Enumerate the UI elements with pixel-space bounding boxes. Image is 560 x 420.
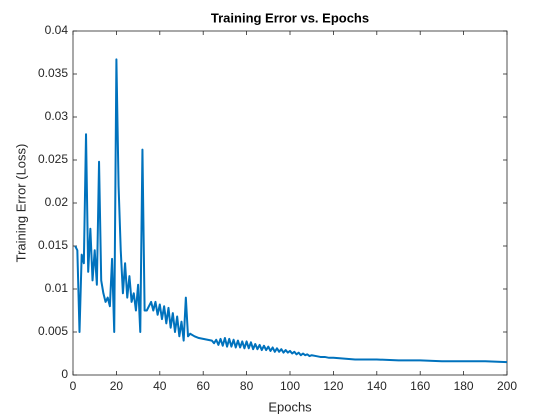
x-axis-label: Epochs xyxy=(268,399,312,414)
x-tick-label: 180 xyxy=(454,379,474,393)
x-tick-label: 80 xyxy=(240,379,254,393)
y-tick-label: 0.015 xyxy=(38,238,68,252)
y-tick-label: 0.04 xyxy=(45,23,69,37)
x-tick-label: 200 xyxy=(497,379,517,393)
y-tick-label: 0.005 xyxy=(38,324,68,338)
x-tick-label: 60 xyxy=(197,379,211,393)
x-tick-label: 20 xyxy=(110,379,124,393)
y-tick-label: 0.02 xyxy=(45,195,69,209)
x-tick-label: 0 xyxy=(70,379,77,393)
y-tick-label: 0.025 xyxy=(38,152,68,166)
plot-area xyxy=(72,30,508,376)
y-tick-label: 0 xyxy=(61,367,68,381)
x-tick-label: 160 xyxy=(410,379,430,393)
y-tick-label: 0.03 xyxy=(45,109,69,123)
y-axis-label: Training Error (Loss) xyxy=(13,144,28,263)
data-line xyxy=(74,58,508,364)
x-tick-label: 120 xyxy=(323,379,343,393)
x-tick-label: 40 xyxy=(153,379,167,393)
x-tick-label: 140 xyxy=(367,379,387,393)
y-tick-label: 0.035 xyxy=(38,66,68,80)
x-tick-label: 100 xyxy=(280,379,300,393)
y-tick-label: 0.01 xyxy=(45,281,69,295)
chart-title: Training Error vs. Epochs xyxy=(211,10,369,25)
